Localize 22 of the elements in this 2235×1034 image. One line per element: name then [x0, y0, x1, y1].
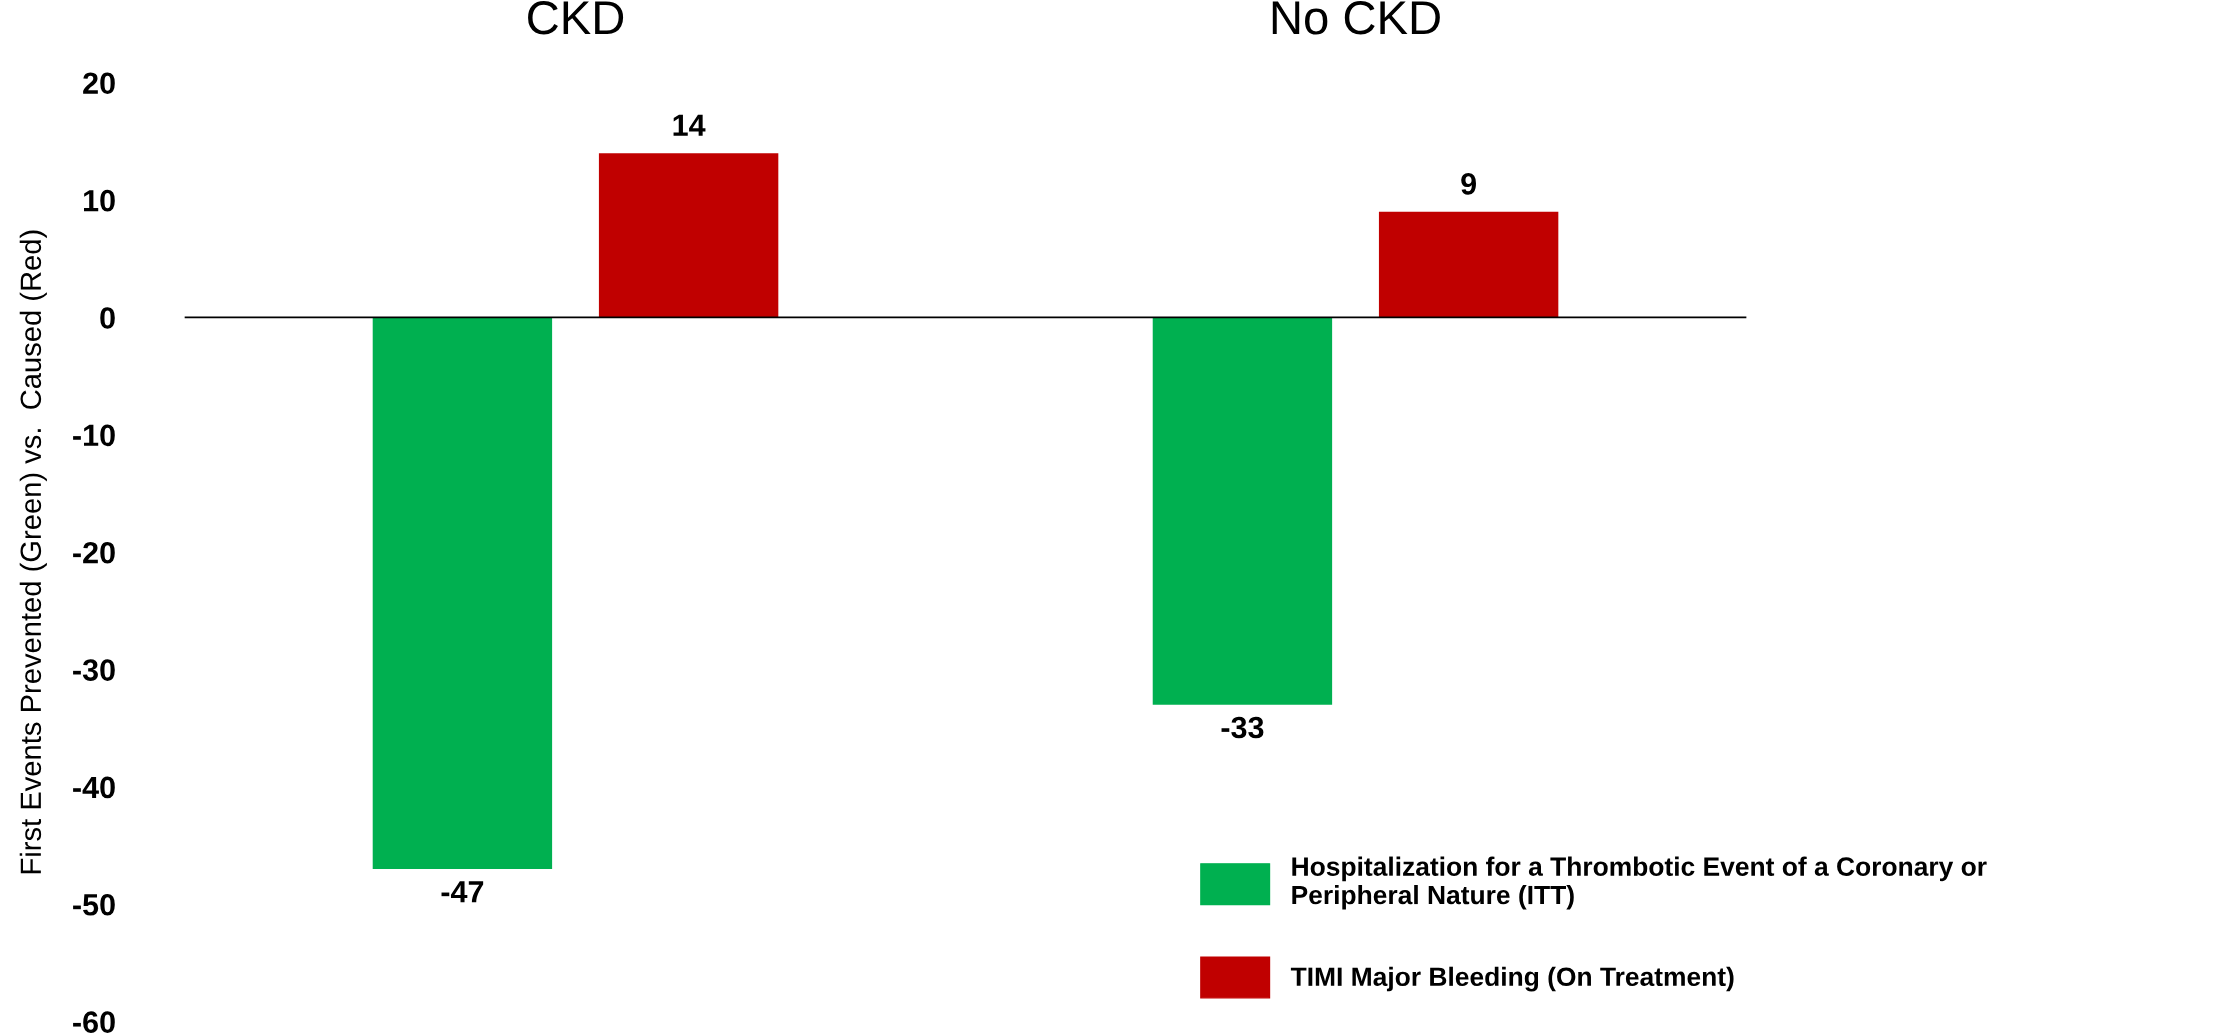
y-tick-label: -50 — [73, 893, 115, 916]
y-tick-label: 10 — [84, 189, 115, 212]
data-label: -33 — [1221, 716, 1264, 739]
bar — [1152, 317, 1333, 705]
y-tick-label: 20 — [83, 72, 115, 95]
y-axis-title: First Events Prevented (Green) vs. Caused (Red) — [19, 230, 47, 874]
y-tick-label: -40 — [73, 776, 115, 799]
y-tick-label: 0 — [100, 307, 115, 329]
bar — [372, 317, 553, 870]
y-tick-label: -20 — [73, 541, 115, 564]
y-tick-label: -30 — [73, 659, 115, 681]
data-label: 14 — [673, 114, 706, 136]
legend-label: Hospitalization for a Thrombotic Event of a Coronary or Peripheral Nature (ITT) — [1292, 856, 1987, 910]
x-tick-label: No CKD — [1272, 1, 1440, 35]
legend-label: TIMI Major Bleeding (On Treatment) — [1290, 966, 1734, 992]
y-tick-label: -60 — [73, 1011, 115, 1033]
x-tick-label: CKD — [528, 1, 624, 35]
data-label: 9 — [1461, 173, 1476, 195]
bar — [598, 153, 779, 318]
y-tick-label: -10 — [73, 424, 115, 447]
bar — [1378, 211, 1559, 318]
data-label: -47 — [441, 881, 484, 903]
